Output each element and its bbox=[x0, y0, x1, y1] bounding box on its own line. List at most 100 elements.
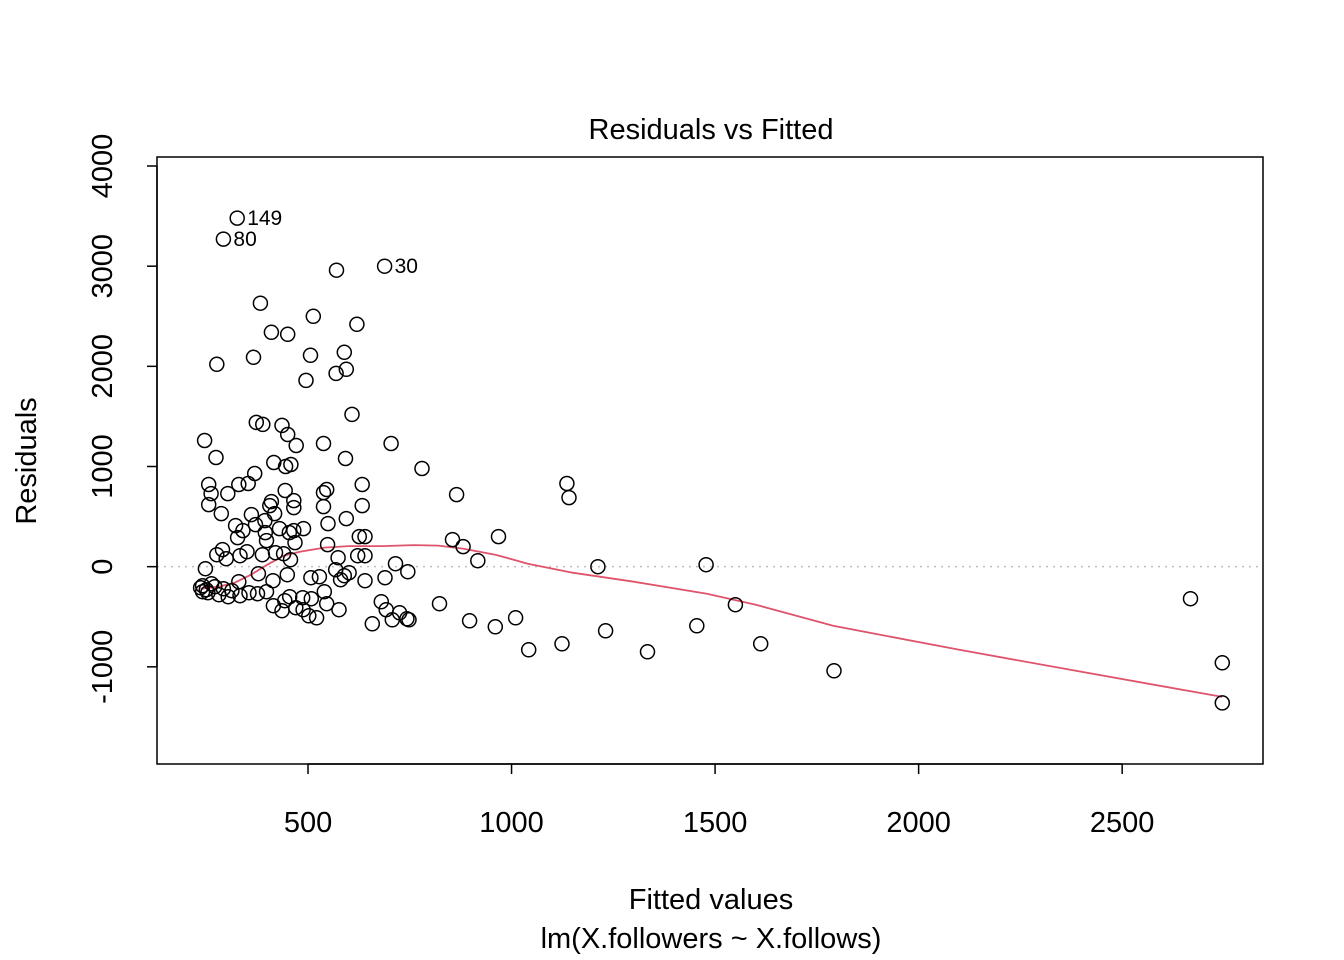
x-axis: 500 1000 1500 2000 2500 bbox=[284, 763, 1154, 839]
data-point bbox=[197, 560, 214, 577]
data-point bbox=[252, 295, 269, 311]
data-point bbox=[376, 258, 393, 274]
data-point bbox=[332, 571, 349, 588]
data-point bbox=[559, 475, 575, 492]
data-point bbox=[302, 347, 319, 364]
data-point bbox=[331, 601, 347, 618]
data-point bbox=[255, 416, 271, 433]
data-point bbox=[354, 497, 370, 514]
data-point bbox=[211, 586, 227, 603]
data-point bbox=[305, 308, 322, 325]
data-point bbox=[387, 555, 404, 572]
data-point bbox=[208, 449, 224, 466]
data-point bbox=[254, 546, 271, 563]
data-point bbox=[590, 558, 606, 575]
data-point bbox=[689, 618, 705, 634]
data-point bbox=[414, 460, 430, 477]
x-tick-label: 500 bbox=[284, 807, 332, 839]
data-point bbox=[357, 547, 373, 564]
data-point bbox=[220, 588, 236, 605]
y-tick-label: 4000 bbox=[87, 134, 119, 199]
data-point bbox=[341, 564, 357, 581]
data-point bbox=[561, 489, 577, 506]
data-point bbox=[507, 610, 524, 626]
data-point bbox=[250, 565, 267, 582]
data-point bbox=[328, 262, 345, 278]
data-point bbox=[383, 435, 399, 452]
y-axis-label: Residuals bbox=[11, 397, 43, 524]
data-point bbox=[354, 476, 370, 493]
data-point bbox=[247, 516, 264, 533]
data-point bbox=[245, 349, 262, 366]
data-point bbox=[231, 476, 247, 493]
data-point bbox=[357, 528, 373, 545]
data-point bbox=[400, 563, 416, 580]
data-point bbox=[311, 568, 328, 585]
data-point bbox=[351, 528, 368, 545]
data-point bbox=[318, 595, 335, 612]
data-point bbox=[1214, 655, 1231, 671]
data-point bbox=[377, 569, 393, 586]
data-point bbox=[200, 476, 217, 493]
point-label: 149 bbox=[247, 207, 282, 230]
data-point bbox=[229, 210, 245, 226]
data-point bbox=[241, 584, 257, 601]
data-point bbox=[279, 426, 296, 443]
data-point bbox=[213, 505, 230, 522]
data-point bbox=[344, 406, 360, 423]
data-point bbox=[727, 596, 744, 613]
data-point bbox=[286, 492, 302, 509]
data-point bbox=[303, 569, 319, 586]
data-point bbox=[752, 636, 769, 652]
data-point bbox=[378, 601, 394, 618]
data-point bbox=[286, 499, 302, 516]
x-tick-label: 2000 bbox=[886, 807, 951, 839]
data-point bbox=[203, 485, 219, 502]
data-point bbox=[328, 365, 344, 382]
data-point bbox=[318, 481, 335, 498]
data-point bbox=[444, 531, 461, 548]
data-point bbox=[277, 458, 294, 475]
data-point bbox=[337, 450, 354, 467]
x-tick-label: 1500 bbox=[683, 807, 748, 839]
data-point bbox=[266, 454, 282, 471]
data-point bbox=[373, 593, 390, 610]
data-point bbox=[257, 524, 274, 541]
point-label: 80 bbox=[233, 228, 256, 251]
data-point bbox=[232, 587, 248, 604]
plot-frame bbox=[156, 156, 1264, 765]
data-point bbox=[220, 485, 236, 502]
data-point bbox=[257, 512, 273, 529]
data-point bbox=[200, 584, 216, 601]
data-point bbox=[364, 616, 381, 632]
data-point bbox=[470, 552, 486, 569]
data-point bbox=[209, 546, 225, 563]
data-point bbox=[196, 432, 213, 449]
y-tick-label: 1000 bbox=[87, 434, 119, 499]
y-tick-label: -1000 bbox=[87, 630, 119, 704]
data-point bbox=[282, 551, 299, 568]
data-point bbox=[265, 597, 282, 614]
data-point bbox=[262, 497, 278, 514]
data-point bbox=[301, 608, 317, 624]
data-point bbox=[303, 590, 320, 607]
data-point bbox=[338, 361, 355, 378]
data-point bbox=[279, 326, 296, 343]
data-point bbox=[274, 602, 290, 619]
data-point bbox=[1182, 590, 1199, 607]
data-point bbox=[520, 642, 537, 658]
data-point bbox=[258, 583, 275, 600]
data-point bbox=[287, 534, 303, 551]
data-point bbox=[229, 529, 246, 546]
y-tick-label: 3000 bbox=[87, 234, 119, 299]
data-point bbox=[209, 356, 225, 373]
data-point bbox=[266, 505, 283, 522]
data-point bbox=[315, 484, 332, 501]
data-point bbox=[240, 475, 256, 492]
data-points-group bbox=[192, 210, 1231, 711]
data-point bbox=[455, 538, 471, 555]
data-point bbox=[319, 536, 336, 553]
data-point bbox=[214, 541, 231, 558]
